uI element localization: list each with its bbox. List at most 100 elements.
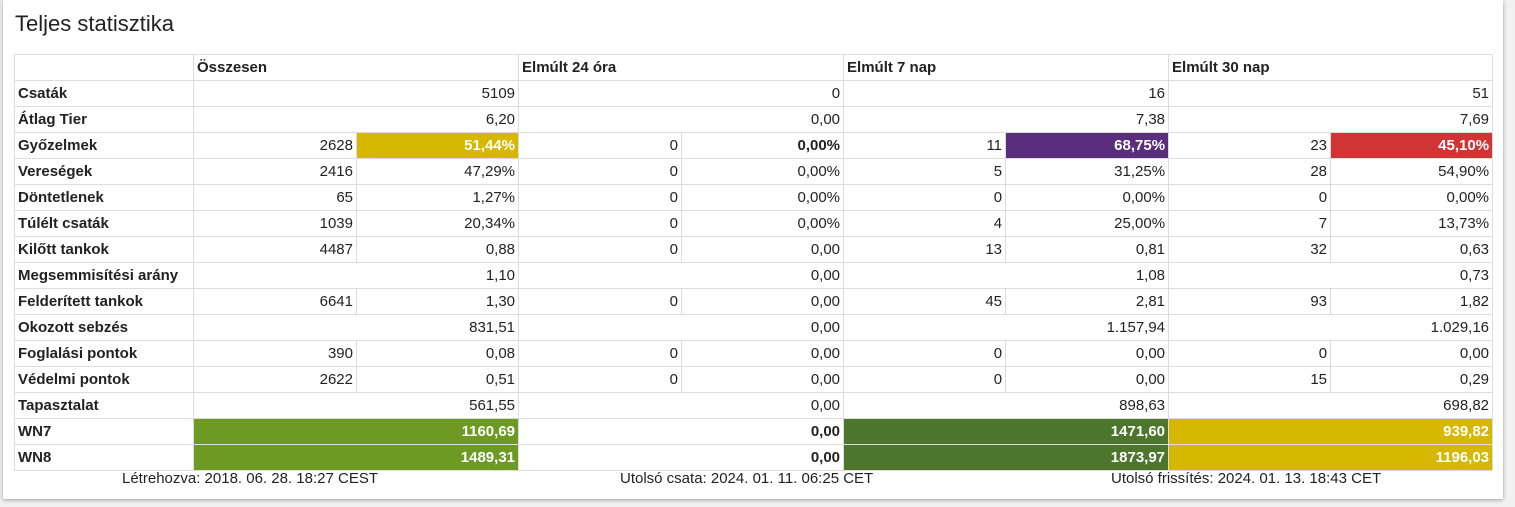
percent-7d: 0,00% bbox=[1005, 184, 1170, 211]
percent-30d: 45,10% bbox=[1330, 132, 1494, 159]
avg-24h: 0,00 bbox=[681, 340, 845, 367]
avg-total: 0,08 bbox=[355, 340, 520, 367]
value-7d: 7,38 bbox=[843, 106, 1170, 133]
row-survived: Túlélt csaták 1039 20,34% 0 0,00% 4 25,0… bbox=[14, 210, 1494, 237]
value-30d: 698,82 bbox=[1168, 392, 1494, 419]
value-total: 831,51 bbox=[192, 314, 520, 341]
row-draws: Döntetlenek 65 1,27% 0 0,00% 0 0,00% 0 0… bbox=[14, 184, 1494, 211]
percent-total: 47,29% bbox=[355, 158, 520, 185]
value-7d: 1.157,94 bbox=[843, 314, 1170, 341]
percent-7d: 25,00% bbox=[1005, 210, 1170, 237]
count-total: 6641 bbox=[193, 288, 357, 315]
avg-7d: 2,81 bbox=[1005, 288, 1170, 315]
last-battle-timestamp: Utolsó csata: 2024. 01. 11. 06:25 CET bbox=[620, 470, 874, 487]
count-24h: 0 bbox=[518, 158, 683, 185]
avg-7d: 0,00 bbox=[1005, 340, 1170, 367]
percent-total: 1,27% bbox=[355, 184, 520, 211]
row-label: Vereségek bbox=[14, 158, 194, 185]
last-update-timestamp: Utolsó frissítés: 2024. 01. 13. 18:43 CE… bbox=[1111, 470, 1382, 487]
count-7d: 5 bbox=[843, 158, 1007, 185]
row-label: Csaták bbox=[14, 80, 194, 107]
avg-total: 0,51 bbox=[355, 366, 520, 393]
row-experience: Tapasztalat 561,55 0,00 898,63 698,82 bbox=[14, 392, 1494, 419]
count-7d: 0 bbox=[843, 340, 1007, 367]
count-7d: 13 bbox=[843, 236, 1007, 263]
percent-30d: 13,73% bbox=[1330, 210, 1494, 237]
header-empty-cell bbox=[14, 54, 194, 81]
row-label: Megsemmisítési arány bbox=[14, 262, 194, 289]
count-30d: 28 bbox=[1168, 158, 1332, 185]
value-24h: 0,00 bbox=[518, 106, 845, 133]
row-spotted: Felderített tankok 6641 1,30 0 0,00 45 2… bbox=[14, 288, 1494, 315]
full-statistics-panel: Teljes statisztika Összesen Elmúlt 24 ór… bbox=[3, 0, 1503, 499]
row-battles: Csaták 5109 0 16 51 bbox=[14, 80, 1494, 107]
percent-30d: 0,00% bbox=[1330, 184, 1494, 211]
count-24h: 0 bbox=[518, 236, 683, 263]
avg-30d: 1,82 bbox=[1330, 288, 1494, 315]
header-last-7d: Elmúlt 7 nap bbox=[843, 54, 1170, 81]
count-30d: 23 bbox=[1168, 132, 1332, 159]
header-total: Összesen bbox=[192, 54, 520, 81]
value-total: 6,20 bbox=[192, 106, 520, 133]
row-label: Győzelmek bbox=[14, 132, 194, 159]
value-total: 5109 bbox=[192, 80, 520, 107]
row-kill-death-ratio: Megsemmisítési arány 1,10 0,00 1,08 0,73 bbox=[14, 262, 1494, 289]
count-7d: 45 bbox=[843, 288, 1007, 315]
count-30d: 93 bbox=[1168, 288, 1332, 315]
value-24h: 0,00 bbox=[518, 262, 845, 289]
value-7d: 1,08 bbox=[843, 262, 1170, 289]
count-30d: 0 bbox=[1168, 184, 1332, 211]
count-30d: 15 bbox=[1168, 366, 1332, 393]
table-header-row: Összesen Elmúlt 24 óra Elmúlt 7 nap Elmú… bbox=[14, 54, 1494, 81]
avg-total: 1,30 bbox=[355, 288, 520, 315]
count-total: 2416 bbox=[193, 158, 357, 185]
row-label: Kilőtt tankok bbox=[14, 236, 194, 263]
row-wins: Győzelmek 2628 51,44% 0 0,00% 11 68,75% … bbox=[14, 132, 1494, 159]
footer: Létrehozva: 2018. 06. 28. 18:27 CEST Uto… bbox=[14, 470, 1492, 490]
count-7d: 0 bbox=[843, 184, 1007, 211]
avg-24h: 0,00 bbox=[681, 288, 845, 315]
row-label: Foglalási pontok bbox=[14, 340, 194, 367]
count-24h: 0 bbox=[518, 210, 683, 237]
value-total: 1,10 bbox=[192, 262, 520, 289]
count-total: 4487 bbox=[193, 236, 357, 263]
count-7d: 11 bbox=[843, 132, 1007, 159]
percent-24h: 0,00% bbox=[681, 184, 845, 211]
value-30d: 0,73 bbox=[1168, 262, 1494, 289]
rating-30d: 1196,03 bbox=[1168, 444, 1494, 471]
avg-30d: 0,63 bbox=[1330, 236, 1494, 263]
row-label: WN8 bbox=[14, 444, 194, 471]
avg-30d: 0,29 bbox=[1330, 366, 1494, 393]
percent-7d: 68,75% bbox=[1005, 132, 1170, 159]
avg-24h: 0,00 bbox=[681, 366, 845, 393]
avg-7d: 0,00 bbox=[1005, 366, 1170, 393]
row-wn7: WN7 1160,69 0,00 1471,60 939,82 bbox=[14, 418, 1494, 445]
row-defense-points: Védelmi pontok 2622 0,51 0 0,00 0 0,00 1… bbox=[14, 366, 1494, 393]
value-total: 561,55 bbox=[192, 392, 520, 419]
count-7d: 4 bbox=[843, 210, 1007, 237]
created-timestamp: Létrehozva: 2018. 06. 28. 18:27 CEST bbox=[122, 470, 379, 487]
header-last-30d: Elmúlt 30 nap bbox=[1168, 54, 1494, 81]
row-avg-tier: Átlag Tier 6,20 0,00 7,38 7,69 bbox=[14, 106, 1494, 133]
percent-24h: 0,00% bbox=[681, 158, 845, 185]
value-30d: 1.029,16 bbox=[1168, 314, 1494, 341]
value-24h: 0,00 bbox=[518, 392, 845, 419]
rating-total: 1489,31 bbox=[192, 444, 520, 471]
count-24h: 0 bbox=[518, 366, 683, 393]
value-7d: 898,63 bbox=[843, 392, 1170, 419]
statistics-table: Összesen Elmúlt 24 óra Elmúlt 7 nap Elmú… bbox=[14, 54, 1494, 471]
count-24h: 0 bbox=[518, 132, 683, 159]
row-label: Tapasztalat bbox=[14, 392, 194, 419]
count-total: 1039 bbox=[193, 210, 357, 237]
percent-24h: 0,00% bbox=[681, 132, 845, 159]
count-30d: 0 bbox=[1168, 340, 1332, 367]
rating-7d: 1873,97 bbox=[843, 444, 1170, 471]
value-30d: 51 bbox=[1168, 80, 1494, 107]
row-losses: Vereségek 2416 47,29% 0 0,00% 5 31,25% 2… bbox=[14, 158, 1494, 185]
count-24h: 0 bbox=[518, 184, 683, 211]
row-label: WN7 bbox=[14, 418, 194, 445]
percent-7d: 31,25% bbox=[1005, 158, 1170, 185]
percent-24h: 0,00% bbox=[681, 210, 845, 237]
rating-7d: 1471,60 bbox=[843, 418, 1170, 445]
count-total: 390 bbox=[193, 340, 357, 367]
